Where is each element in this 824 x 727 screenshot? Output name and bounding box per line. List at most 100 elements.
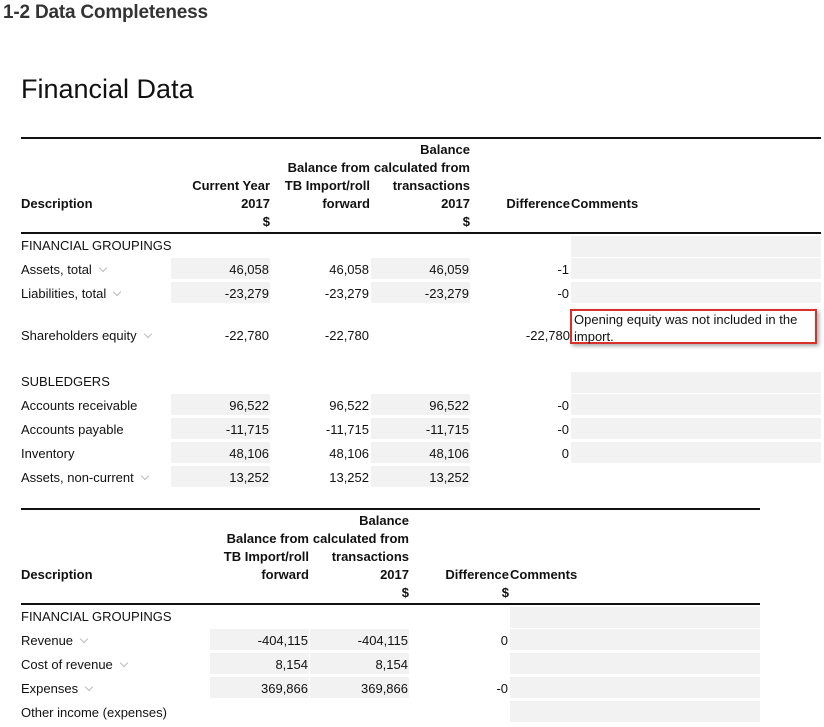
table1-header-rule bbox=[21, 232, 821, 234]
row-label[interactable]: Other income (expenses) bbox=[21, 705, 167, 720]
table2-header-calculated: Balance calculated from transactions 201… bbox=[312, 513, 409, 600]
tb-import-value: -404,115 bbox=[257, 633, 308, 648]
table-row: Liabilities, total -23,279 -23,279 -23,2… bbox=[0, 282, 824, 306]
current-year-cell[interactable] bbox=[171, 282, 270, 303]
row-label[interactable]: Accounts payable bbox=[21, 422, 124, 437]
table-row: Expenses 369,866 369,866 -0 bbox=[0, 677, 824, 701]
row-label[interactable]: Accounts receivable bbox=[21, 398, 138, 413]
current-year-cell[interactable] bbox=[171, 394, 270, 415]
table-row: Assets, non-current 13,252 13,252 13,252 bbox=[0, 466, 824, 490]
current-year-cell[interactable] bbox=[171, 258, 270, 279]
current-year-value: 48,106 bbox=[229, 446, 269, 461]
calculated-value: -23,279 bbox=[424, 286, 469, 301]
table2-header-tb-import: Balance from TB Import/roll forward bbox=[223, 531, 309, 582]
table1-header-difference: Difference bbox=[506, 196, 570, 211]
row-label[interactable]: Revenue bbox=[21, 633, 89, 648]
calculated-value: -11,715 bbox=[425, 422, 469, 437]
tb-import-value: -23,279 bbox=[324, 286, 369, 301]
table1-group-row: SUBLEDGERS bbox=[0, 370, 824, 394]
comment-cell[interactable] bbox=[571, 394, 821, 415]
table2-header-comments: Comments bbox=[510, 567, 578, 582]
chevron-down-icon[interactable] bbox=[119, 658, 129, 668]
group-title: FINANCIAL GROUPINGS bbox=[21, 238, 172, 253]
tb-import-value: 48,106 bbox=[329, 446, 369, 461]
calculated-cell[interactable] bbox=[371, 282, 470, 303]
table1-header-calculated: Balance calculated from transactions 201… bbox=[373, 142, 470, 229]
comment-cell[interactable] bbox=[510, 653, 760, 674]
chevron-down-icon[interactable] bbox=[113, 287, 122, 297]
row-label[interactable]: Inventory bbox=[21, 446, 75, 461]
calculated-value: 369,866 bbox=[361, 681, 408, 696]
section-title: Financial Data bbox=[21, 74, 194, 104]
difference-value: -1 bbox=[557, 262, 569, 277]
table2-header-rule bbox=[21, 603, 760, 605]
comment-cell[interactable] bbox=[571, 442, 821, 463]
chevron-down-icon[interactable] bbox=[79, 634, 89, 644]
calculated-cell[interactable] bbox=[371, 394, 470, 415]
tb-import-value: 8,154 bbox=[275, 657, 308, 672]
group-title: FINANCIAL GROUPINGS bbox=[21, 609, 172, 624]
table-row: Assets, total 46,058 46,058 46,059 -1 bbox=[0, 258, 824, 282]
chevron-down-icon[interactable] bbox=[140, 471, 149, 481]
row-label[interactable]: Assets, total bbox=[21, 262, 108, 277]
tb-import-cell[interactable] bbox=[210, 629, 309, 650]
difference-value: -0 bbox=[496, 681, 508, 696]
difference-value: 0 bbox=[561, 446, 569, 461]
row-label[interactable]: Expenses bbox=[21, 681, 94, 696]
current-year-value: 46,058 bbox=[229, 262, 269, 277]
calculated-cell[interactable] bbox=[310, 629, 409, 650]
table-row: Other income (expenses) bbox=[0, 701, 824, 725]
difference-value: -0 bbox=[557, 422, 569, 437]
calculated-cell[interactable] bbox=[371, 258, 470, 279]
table2-header-description: Description bbox=[21, 567, 93, 582]
table-row: Accounts payable -11,715 -11,715 -11,715… bbox=[0, 418, 824, 442]
current-year-cell[interactable] bbox=[171, 418, 270, 439]
comment-cell[interactable] bbox=[571, 418, 821, 439]
comment-cell[interactable] bbox=[510, 701, 760, 722]
current-year-value: -11,715 bbox=[225, 422, 269, 437]
current-year-value: -23,279 bbox=[224, 286, 269, 301]
difference-value: -22,780 bbox=[525, 328, 570, 343]
table-row: Inventory 48,106 48,106 48,106 0 bbox=[0, 442, 824, 466]
table1-header-current-year: Current Year 2017 $ bbox=[192, 178, 270, 229]
calculated-cell[interactable] bbox=[371, 418, 470, 439]
comment-input-active[interactable]: Opening equity was not included in the i… bbox=[570, 309, 817, 344]
comment-cell[interactable] bbox=[510, 629, 760, 650]
calculated-cell[interactable] bbox=[371, 442, 470, 463]
comment-cell[interactable] bbox=[571, 372, 821, 393]
comment-cell[interactable] bbox=[510, 607, 760, 628]
calculated-value: 48,106 bbox=[429, 446, 469, 461]
table1-header-description: Description bbox=[21, 196, 93, 211]
tb-import-value: -22,780 bbox=[324, 328, 369, 343]
comment-cell[interactable] bbox=[571, 258, 821, 279]
tb-import-value: 369,866 bbox=[261, 681, 308, 696]
chevron-down-icon[interactable] bbox=[84, 682, 94, 692]
tb-import-value: 96,522 bbox=[329, 398, 369, 413]
current-year-cell[interactable] bbox=[171, 466, 270, 487]
row-label[interactable]: Liabilities, total bbox=[21, 286, 122, 301]
calculated-value: 8,154 bbox=[375, 657, 408, 672]
chevron-down-icon[interactable] bbox=[143, 329, 152, 339]
chevron-down-icon[interactable] bbox=[98, 263, 108, 273]
calculated-cell[interactable] bbox=[310, 653, 409, 674]
row-label[interactable]: Cost of revenue bbox=[21, 657, 129, 672]
comment-cell[interactable] bbox=[571, 282, 821, 303]
table-row: Revenue -404,115 -404,115 0 bbox=[0, 629, 824, 653]
group-title: SUBLEDGERS bbox=[21, 374, 110, 389]
comment-cell[interactable] bbox=[510, 677, 760, 698]
calculated-cell[interactable] bbox=[310, 677, 409, 698]
table-row: Accounts receivable 96,522 96,522 96,522… bbox=[0, 394, 824, 418]
current-year-cell[interactable] bbox=[171, 442, 270, 463]
row-label[interactable]: Shareholders equity bbox=[21, 328, 152, 343]
row-label[interactable]: Assets, non-current bbox=[21, 470, 149, 485]
calculated-value: -404,115 bbox=[357, 633, 408, 648]
difference-value: 0 bbox=[500, 633, 508, 648]
tb-import-cell[interactable] bbox=[210, 653, 309, 674]
table2-group-row: FINANCIAL GROUPINGS bbox=[0, 605, 824, 629]
table1-top-rule bbox=[21, 137, 821, 139]
table-row: Cost of revenue 8,154 8,154 bbox=[0, 653, 824, 677]
tb-import-value: -11,715 bbox=[325, 422, 369, 437]
calculated-cell[interactable] bbox=[371, 466, 470, 487]
tb-import-cell[interactable] bbox=[210, 677, 309, 698]
comment-cell[interactable] bbox=[571, 236, 821, 257]
